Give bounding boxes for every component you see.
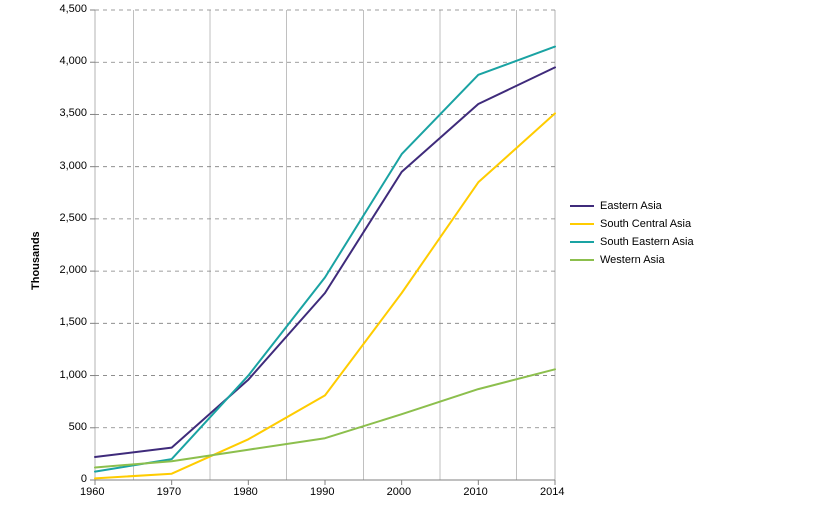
- y-tick-label: 500: [69, 421, 87, 433]
- legend-item: South Central Asia: [570, 218, 694, 230]
- x-tick-label: 1990: [310, 486, 334, 498]
- y-tick-label: 1,500: [59, 316, 87, 328]
- legend-swatch: [570, 223, 594, 225]
- x-tick-label: 2010: [463, 486, 487, 498]
- legend-swatch: [570, 205, 594, 207]
- chart-container: Thousands 0 500 1,000 1,500 2,000 2,500 3,000 3…: [0, 0, 830, 519]
- legend-item: Eastern Asia: [570, 200, 694, 212]
- legend-label: South Central Asia: [600, 218, 691, 230]
- legend-label: South Eastern Asia: [600, 236, 694, 248]
- y-tick-label: 2,500: [59, 212, 87, 224]
- legend-label: Western Asia: [600, 254, 665, 266]
- legend-swatch: [570, 259, 594, 261]
- x-tick-label: 1960: [80, 486, 104, 498]
- y-tick-label: 4,000: [59, 55, 87, 67]
- x-tick-label: 2014: [540, 486, 564, 498]
- x-tick-label: 2000: [387, 486, 411, 498]
- y-tick-label: 0: [81, 473, 87, 485]
- x-tick-label: 1970: [157, 486, 181, 498]
- legend-label: Eastern Asia: [600, 200, 662, 212]
- y-tick-label: 3,000: [59, 160, 87, 172]
- legend-item: Western Asia: [570, 254, 694, 266]
- y-tick-label: 2,000: [59, 264, 87, 276]
- y-axis-title: Thousands: [30, 231, 42, 290]
- legend-item: South Eastern Asia: [570, 236, 694, 248]
- y-tick-label: 3,500: [59, 107, 87, 119]
- legend-swatch: [570, 241, 594, 243]
- legend: Eastern Asia South Central Asia South East…: [570, 200, 694, 272]
- y-tick-label: 1,000: [59, 369, 87, 381]
- x-tick-label: 1980: [233, 486, 257, 498]
- line-chart: [0, 0, 830, 519]
- y-tick-label: 4,500: [59, 3, 87, 15]
